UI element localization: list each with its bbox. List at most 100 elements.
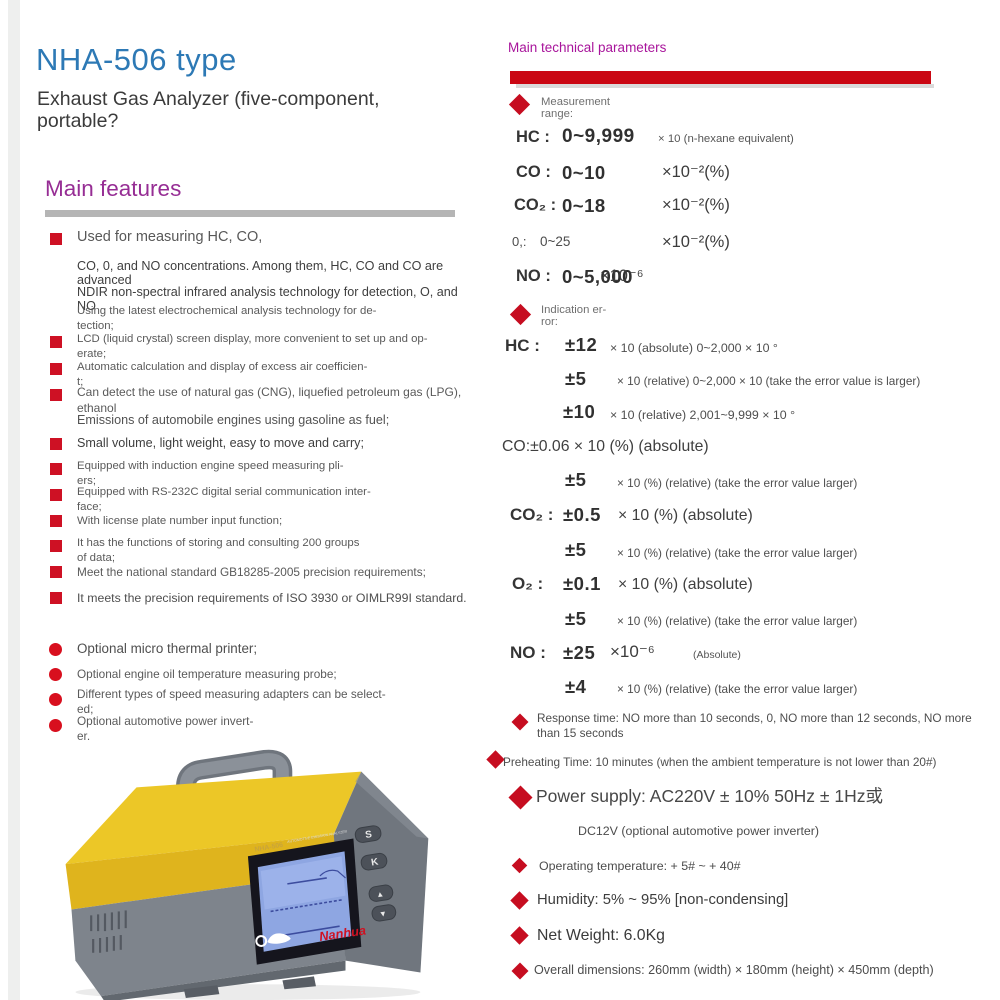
- square-bullet-icon: [50, 566, 62, 578]
- feature-item: Small volume, light weight, easy to move…: [0, 436, 470, 450]
- diamond-bullet-icon: [508, 785, 533, 810]
- feature-text: CO, 0, and NO concentrations. Among them…: [77, 259, 444, 287]
- range-multiplier: ×10⁻²(%): [662, 196, 730, 214]
- diamond-bullet-icon: [508, 93, 531, 116]
- error-value: ±5: [565, 539, 587, 560]
- gas-label: CO₂ :: [510, 505, 554, 524]
- square-bullet-icon: [50, 389, 62, 401]
- gas-label: HC :: [505, 336, 540, 355]
- range-multiplier: ×10⁻²(%): [662, 233, 730, 251]
- page-title: NHA-506 type: [36, 42, 237, 77]
- left-edge-strip: [8, 0, 20, 1000]
- feature-item: Meet the national standard GB18285-2005 …: [0, 565, 470, 580]
- error-note: × 10 (%) (relative) (take the error valu…: [617, 614, 858, 628]
- option-item: Different types of speed measuring adapt…: [0, 687, 470, 718]
- range-value: 0~5,000: [562, 266, 633, 287]
- feature-text: LCD (liquid crystal) screen display, mor…: [77, 333, 428, 360]
- feature-item: CO, 0, and NO concentrations. Among them…: [0, 259, 470, 287]
- brand-logo: Nanhua: [318, 923, 367, 944]
- error-line: CO:±0.06 × 10 (%) (absolute): [502, 438, 709, 455]
- range-multiplier: ×10⁻²(%): [662, 163, 730, 181]
- error-multiplier: × 10 (%) (absolute): [618, 507, 753, 524]
- error-note: × 10 (%) (relative) (take the error valu…: [617, 476, 858, 490]
- down-button[interactable]: ▼: [371, 904, 397, 922]
- error-note: × 10 (%) (relative) (take the error valu…: [617, 546, 858, 560]
- gas-label: 0,:: [512, 234, 527, 249]
- device-lid-top: [65, 771, 362, 865]
- error-value: ±4: [565, 676, 587, 697]
- s-button[interactable]: S: [354, 825, 382, 844]
- error-multiplier: × 10 (%) (absolute): [618, 576, 753, 593]
- diamond-bullet-icon: [511, 857, 528, 874]
- range-value: 0~18: [562, 195, 606, 216]
- feature-text: Small volume, light weight, easy to move…: [77, 436, 364, 450]
- gas-label: NO :: [516, 267, 551, 285]
- diamond-bullet-icon: [511, 962, 529, 980]
- feature-item: It meets the precision requirements of I…: [0, 591, 470, 605]
- up-button[interactable]: ▲: [368, 884, 394, 902]
- device-foot: [282, 976, 316, 990]
- svg-text:K: K: [370, 856, 380, 868]
- error-value: ±12: [565, 334, 598, 355]
- square-bullet-icon: [50, 336, 62, 348]
- feature-text: Emissions of automobile engines using ga…: [77, 413, 390, 427]
- svg-text:▲: ▲: [375, 889, 384, 899]
- square-bullet-icon: [50, 463, 62, 475]
- device-model-label: NHA-506: [254, 842, 284, 854]
- gas-label: O₂ :: [512, 574, 544, 593]
- vent-grille-icon: [90, 910, 127, 953]
- option-item: Optional micro thermal printer;: [0, 641, 470, 656]
- lcd-glare: [260, 856, 346, 910]
- feature-text: Automatic calculation and display of exc…: [77, 361, 368, 388]
- feature-text: NDIR non-spectral infrared analysis tech…: [77, 285, 458, 313]
- svg-text:S: S: [364, 829, 373, 841]
- range-value: 0~25: [540, 234, 571, 249]
- error-value: ±5: [565, 608, 587, 629]
- error-multiplier: ×10⁻⁶: [610, 642, 655, 661]
- feature-item: Equipped with induction engine speed mea…: [0, 459, 470, 489]
- lcd-content: [270, 869, 346, 938]
- features-divider: [45, 210, 455, 217]
- device-panel-edge: [355, 771, 429, 839]
- feature-text: Used for measuring HC, CO,: [77, 229, 263, 245]
- feature-item: Automatic calculation and display of exc…: [0, 360, 470, 390]
- device-image: NHA-506 AUTOMOTIVE EMISSION ANALYZER Nan…: [65, 749, 429, 1000]
- feature-item: Equipped with RS-232C digital serial com…: [0, 485, 470, 515]
- feature-item: It has the functions of storing and cons…: [0, 536, 470, 566]
- range-note: × 10 (n-hexane equivalent): [658, 133, 794, 145]
- preheat-note: Preheating Time: 10 minutes (when the am…: [503, 755, 937, 769]
- square-bullet-icon: [50, 438, 62, 450]
- gas-label: HC :: [516, 128, 550, 146]
- response-time-note: Response time: NO more than 10 seconds, …: [537, 711, 972, 741]
- square-bullet-icon: [50, 592, 62, 604]
- k-button[interactable]: K: [360, 852, 388, 871]
- device-foot: [183, 985, 220, 999]
- option-text: Different types of speed measuring adapt…: [77, 687, 386, 717]
- error-value: ±5: [565, 469, 587, 490]
- feature-text: Using the latest electrochemical analysi…: [77, 305, 377, 332]
- square-bullet-icon: [50, 540, 62, 552]
- params-heading: Main technical parameters: [508, 40, 667, 55]
- error-note: × 10 (relative) 2,001~9,999 × 10 °: [610, 408, 796, 422]
- option-item: Optional automotive power invert- er.: [0, 714, 470, 745]
- diamond-bullet-icon: [509, 303, 532, 326]
- error-value: ±25: [563, 642, 596, 663]
- error-note: × 10 (%) (relative) (take the error valu…: [617, 682, 858, 696]
- circle-bullet-icon: [49, 719, 62, 732]
- range-value: 0~10: [562, 162, 606, 183]
- error-note: × 10 (relative) 0~2,000 × 10 (take the e…: [617, 374, 921, 388]
- feature-text: Meet the national standard GB18285-2005 …: [77, 565, 426, 579]
- diamond-bullet-icon: [510, 891, 529, 910]
- red-divider-bar: [510, 71, 931, 84]
- feature-text: It has the functions of storing and cons…: [77, 537, 360, 564]
- humidity-note: Humidity: 5% ~ 95% [non-condensing]: [537, 892, 789, 908]
- diamond-bullet-icon: [510, 926, 529, 945]
- option-text: Optional engine oil temperature measurin…: [77, 667, 337, 681]
- car-icon: [255, 933, 291, 947]
- dimensions-note: Overall dimensions: 260mm (width) × 180m…: [534, 963, 934, 977]
- feature-item: With license plate number input function…: [0, 514, 470, 529]
- net-weight-note: Net Weight: 6.0Kg: [537, 927, 665, 944]
- feature-text: Can detect the use of natural gas (CNG),…: [77, 385, 462, 415]
- feature-item: NDIR non-spectral infrared analysis tech…: [0, 285, 470, 313]
